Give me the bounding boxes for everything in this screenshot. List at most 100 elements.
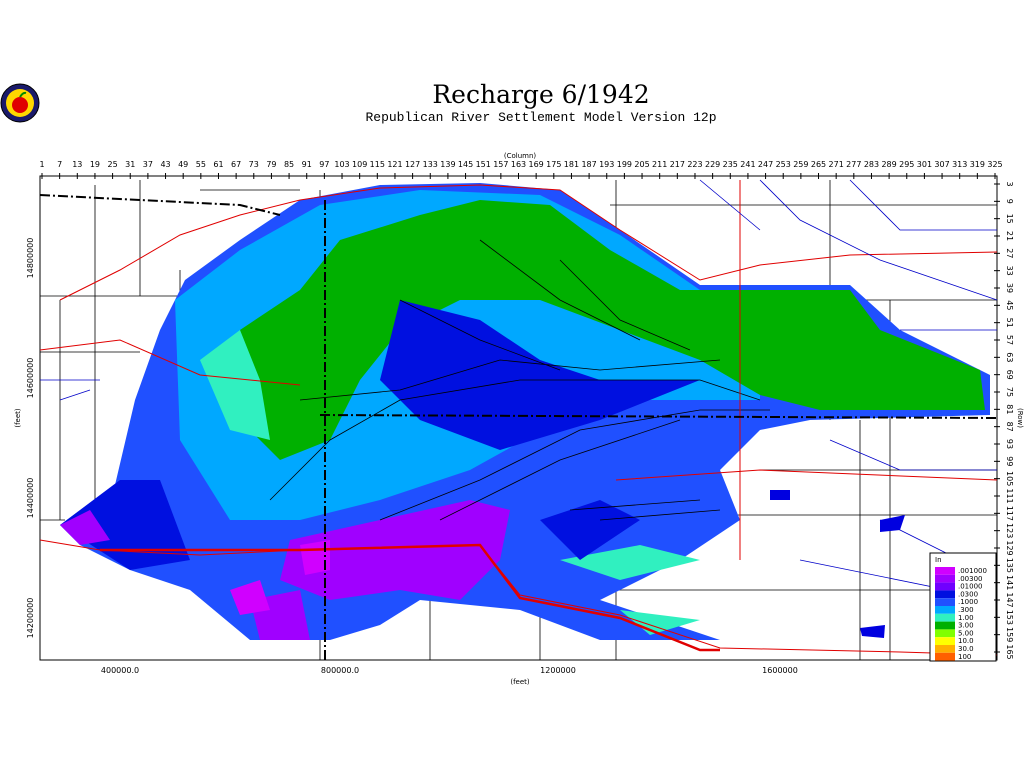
column-axis-title: (Column) <box>504 152 537 160</box>
column-tick-label: 271 <box>829 160 844 169</box>
legend-label: 5.00 <box>958 629 974 637</box>
row-tick-label: 99 <box>1005 456 1014 466</box>
row-tick-label: 81 <box>1005 404 1014 414</box>
row-tick-label: 51 <box>1005 318 1014 328</box>
y-feet-label: 14200000 <box>26 598 35 639</box>
column-tick-label: 109 <box>352 160 367 169</box>
zone-magenta <box>230 540 330 615</box>
column-tick-label: 247 <box>758 160 773 169</box>
column-tick-label: 7 <box>57 160 62 169</box>
zone-purple <box>60 500 510 640</box>
x-feet-label: 1200000 <box>540 666 576 675</box>
row-tick-label: 141 <box>1005 575 1014 590</box>
column-tick-label: 97 <box>319 160 329 169</box>
legend-swatch <box>935 637 955 645</box>
zone-deep <box>60 300 700 570</box>
row-tick-label: 75 <box>1005 387 1014 397</box>
column-tick-label: 259 <box>793 160 808 169</box>
column-tick-label: 61 <box>213 160 223 169</box>
column-tick-label: 163 <box>511 160 526 169</box>
column-tick-label: 1 <box>39 160 44 169</box>
row-tick-label: 3 <box>1005 181 1014 186</box>
legend-swatch <box>935 606 955 614</box>
legend-swatch <box>935 645 955 653</box>
row-tick-label: 69 <box>1005 370 1014 380</box>
row-tick-label: 165 <box>1005 644 1014 659</box>
column-tick-label: 217 <box>670 160 685 169</box>
column-tick-label: 295 <box>899 160 914 169</box>
row-tick-label: 93 <box>1005 439 1014 449</box>
column-tick-label: 133 <box>423 160 438 169</box>
column-tick-label: 169 <box>529 160 544 169</box>
legend-swatch <box>935 567 955 575</box>
row-tick-label: 33 <box>1005 266 1014 276</box>
column-tick-label: 55 <box>196 160 206 169</box>
column-tick-label: 325 <box>987 160 1002 169</box>
legend-swatch <box>935 629 955 638</box>
column-tick-label: 181 <box>564 160 579 169</box>
legend-label: .1000 <box>958 598 978 606</box>
row-tick-label: 123 <box>1005 523 1014 538</box>
legend-swatch <box>935 621 955 630</box>
row-axis-title: (Row) <box>1016 408 1024 428</box>
row-tick-label: 21 <box>1005 231 1014 241</box>
row-tick-label: 57 <box>1005 335 1014 345</box>
row-tick-label: 45 <box>1005 300 1014 310</box>
legend-label: 30.0 <box>958 645 974 653</box>
column-tick-label: 283 <box>864 160 879 169</box>
legend-swatch <box>935 613 955 622</box>
legend-label: .0300 <box>958 590 978 598</box>
y-feet-label: 14400000 <box>26 478 35 519</box>
y-feet-title: (feet) <box>14 408 22 428</box>
column-tick-label: 229 <box>705 160 720 169</box>
row-tick-label: 39 <box>1005 283 1014 293</box>
legend-swatch <box>935 582 955 591</box>
map-area <box>39 175 998 661</box>
column-tick-label: 13 <box>72 160 82 169</box>
column-tick-label: 151 <box>476 160 491 169</box>
column-tick-label: 145 <box>458 160 473 169</box>
column-tick-label: 199 <box>617 160 632 169</box>
column-tick-label: 103 <box>334 160 349 169</box>
zone-cyan <box>200 330 700 635</box>
column-tick-label: 85 <box>284 160 294 169</box>
column-tick-label: 223 <box>687 160 702 169</box>
column-tick-label: 49 <box>178 160 188 169</box>
row-tick-label: 9 <box>1005 199 1014 204</box>
y-feet-label: 14600000 <box>26 358 35 399</box>
row-tick-label: 111 <box>1005 488 1014 503</box>
column-tick-label: 67 <box>231 160 241 169</box>
legend-label: 1.00 <box>958 614 974 622</box>
x-feet-label: 800000.0 <box>321 666 359 675</box>
column-tick-label: 91 <box>302 160 312 169</box>
column-tick-label: 19 <box>90 160 100 169</box>
row-tick-label: 15 <box>1005 214 1014 224</box>
row-tick-label: 147 <box>1005 592 1014 607</box>
row-tick-label: 135 <box>1005 558 1014 573</box>
legend-swatch <box>935 590 955 599</box>
row-tick-label: 117 <box>1005 506 1014 521</box>
title: Recharge 6/1942 <box>432 80 649 109</box>
y-feet-label: 14800000 <box>26 238 35 279</box>
legend-swatch <box>935 652 955 661</box>
row-tick-label: 87 <box>1005 422 1014 432</box>
legend-label: 100 <box>958 653 971 661</box>
x-feet-label: 1600000 <box>762 666 798 675</box>
column-tick-label: 187 <box>581 160 596 169</box>
legend-label: 3.00 <box>958 622 974 630</box>
legend-swatch <box>935 574 955 583</box>
column-tick-label: 241 <box>740 160 755 169</box>
column-tick-label: 43 <box>160 160 170 169</box>
column-tick-label: 205 <box>634 160 649 169</box>
row-tick-label: 27 <box>1005 248 1014 258</box>
legend-label: .300 <box>958 606 974 614</box>
row-tick-label: 159 <box>1005 627 1014 642</box>
column-tick-label: 115 <box>370 160 385 169</box>
column-tick-label: 211 <box>652 160 667 169</box>
legend-label: .01000 <box>958 583 983 591</box>
column-tick-label: 265 <box>811 160 826 169</box>
legend: In .001000.00300.01000.0300.1000.3001.00… <box>929 552 997 662</box>
column-tick-label: 25 <box>107 160 117 169</box>
